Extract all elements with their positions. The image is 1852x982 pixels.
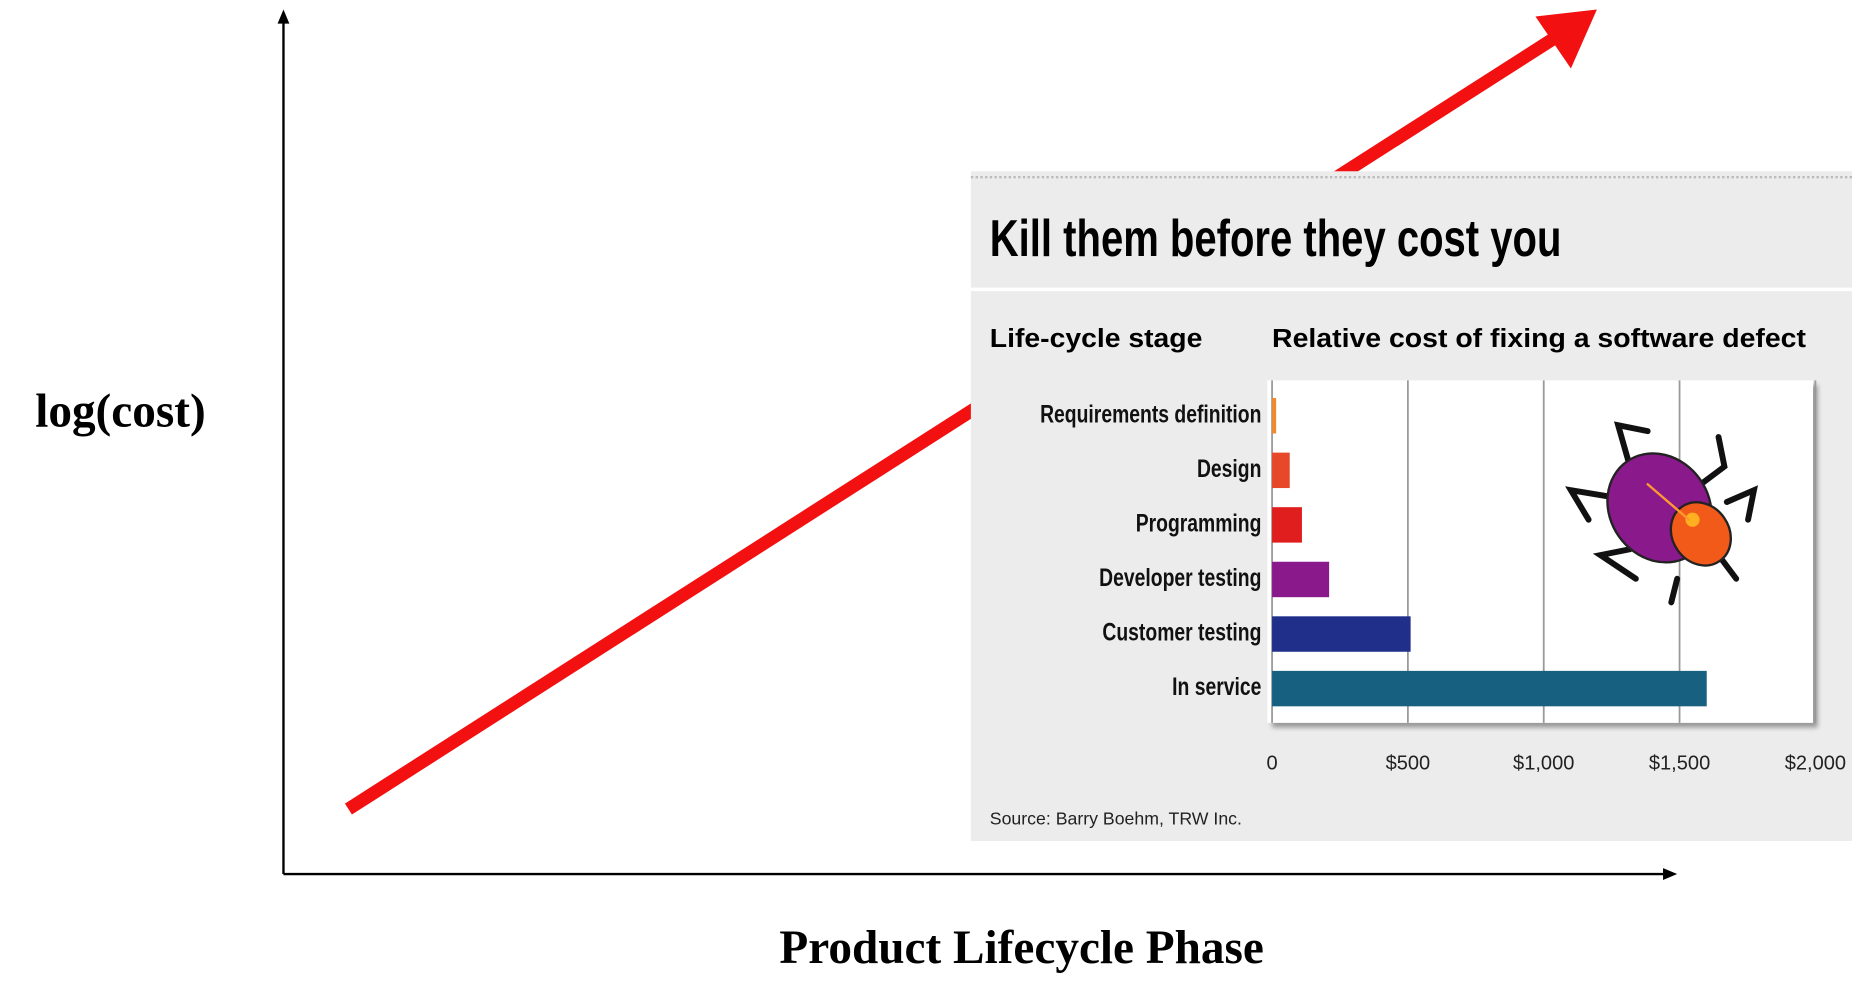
x-tick-label: $1,000: [1513, 752, 1574, 774]
category-label: Requirements definition: [1040, 400, 1261, 428]
bar: [1272, 671, 1707, 706]
category-label: Customer testing: [1102, 618, 1261, 646]
x-axis-label: Product Lifecycle Phase: [779, 922, 1263, 974]
source-note: Source: Barry Boehm, TRW Inc.: [990, 808, 1242, 828]
x-tick-label: 0: [1266, 752, 1277, 774]
bar: [1272, 507, 1302, 542]
y-axis-label: log(cost): [35, 386, 206, 438]
value-header: Relative cost of fixing a software defec…: [1272, 323, 1806, 353]
x-tick-label: $500: [1386, 752, 1431, 774]
inset-title: Kill them before they cost you: [990, 210, 1562, 268]
x-tick-label: $1,500: [1649, 752, 1710, 774]
category-header: Life-cycle stage: [990, 323, 1203, 353]
x-axis-arrow: [1663, 868, 1677, 880]
category-label: Developer testing: [1099, 564, 1261, 592]
bar: [1272, 562, 1329, 597]
bar: [1272, 616, 1411, 651]
category-label: Design: [1197, 455, 1261, 483]
x-tick-label: $2,000: [1785, 752, 1846, 774]
slide: log(cost) Product Lifecycle Phase Kill t…: [0, 0, 1852, 982]
bar: [1272, 398, 1276, 433]
category-label: Programming: [1136, 509, 1262, 537]
category-label: In service: [1172, 673, 1261, 701]
page: {"diagram": {"y_axis_label": "log(cost)"…: [0, 0, 1852, 982]
y-axis-arrow: [278, 9, 290, 23]
bar: [1272, 453, 1290, 488]
